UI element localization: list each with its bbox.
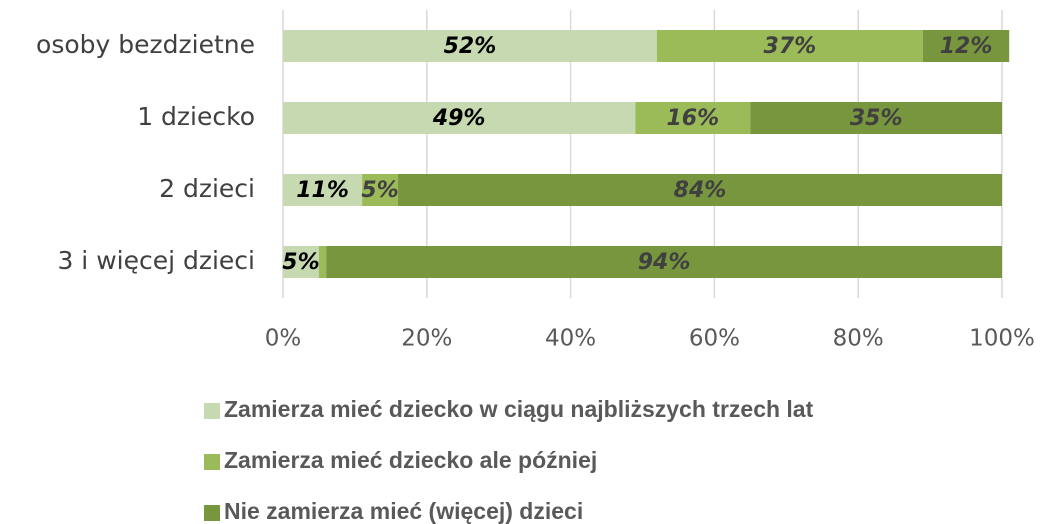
bar-segment: [362, 174, 399, 206]
x-tick-label: 40%: [545, 326, 596, 352]
data-label: 84%: [674, 178, 727, 203]
x-tick-label: 60%: [689, 326, 740, 352]
bar-segment: [283, 246, 319, 278]
data-label: 5%: [361, 178, 398, 203]
legend-swatch: [204, 403, 220, 419]
bar-segment: [283, 174, 363, 206]
x-tick-label: 20%: [401, 326, 452, 352]
data-label: 49%: [432, 106, 486, 131]
bar-segment: [656, 30, 923, 62]
data-label: 16%: [666, 106, 719, 131]
x-tick-label: 80%: [833, 326, 884, 352]
legend-label: Zamierza mieć dziecko ale później: [224, 447, 597, 473]
category-label: 3 i więcej dzieci: [57, 246, 255, 275]
category-label: 1 dziecko: [137, 102, 255, 131]
data-label: 5%: [282, 250, 319, 275]
x-tick-label: 0%: [265, 326, 302, 352]
category-label: osoby bezdzietne: [36, 30, 255, 59]
bar-segment: [318, 246, 327, 278]
bar-segment: [283, 30, 657, 62]
bar-segment: [922, 30, 1010, 62]
data-label: 12%: [940, 34, 993, 59]
bar-segment: [398, 174, 1002, 206]
category-label: 2 dzieci: [159, 174, 255, 203]
data-label: 94%: [638, 250, 691, 275]
data-label: 52%: [444, 34, 497, 59]
bar-segment: [283, 102, 636, 134]
data-label: 35%: [850, 106, 903, 131]
x-tick-label: 100%: [969, 326, 1035, 352]
data-label: 11%: [296, 178, 349, 203]
bar-segment: [635, 102, 751, 134]
legend-label: Zamierza mieć dziecko w ciągu najbliższy…: [224, 396, 814, 422]
legend-swatch: [204, 454, 220, 470]
legend-label: Nie zamierza mieć (więcej) dzieci: [224, 498, 583, 524]
bar-segment: [750, 102, 1002, 134]
bar-segment: [326, 246, 1002, 278]
data-label: 37%: [764, 34, 817, 59]
legend-swatch: [204, 505, 220, 521]
